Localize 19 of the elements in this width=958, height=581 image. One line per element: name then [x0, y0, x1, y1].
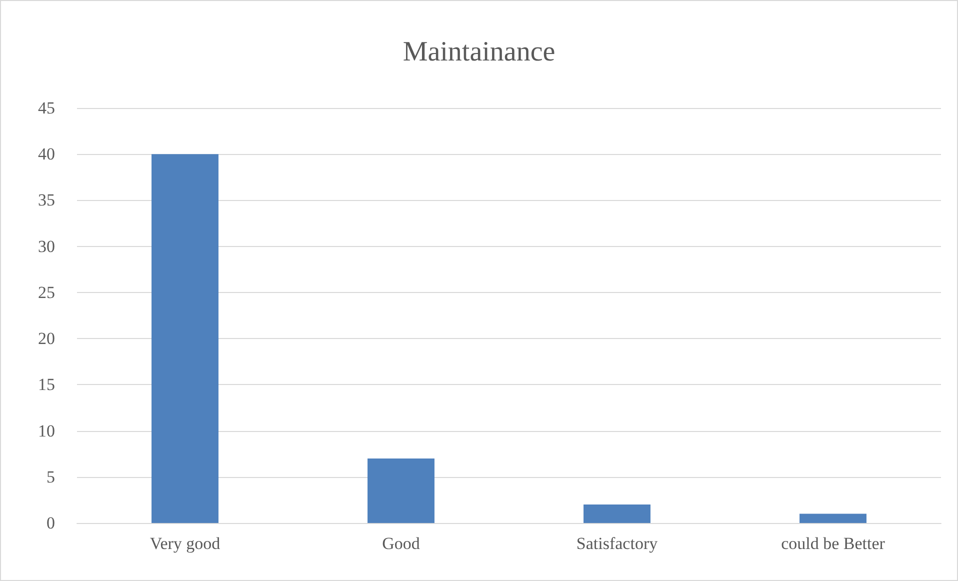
y-tick-label: 30	[38, 236, 55, 256]
y-tick-label: 25	[38, 282, 55, 302]
bar	[368, 458, 434, 523]
x-tick-label: could be Better	[781, 534, 886, 553]
x-tick-label: Satisfactory	[576, 534, 658, 553]
x-tick-label: Good	[382, 534, 420, 553]
x-tick-label: Very good	[150, 534, 221, 553]
y-tick-label: 10	[38, 421, 55, 440]
y-tick-label: 40	[38, 144, 55, 164]
y-tick-label: 0	[46, 514, 55, 532]
chart-title: Maintainance	[402, 36, 556, 68]
bar	[584, 504, 650, 523]
bar	[152, 154, 218, 523]
y-tick-label: 5	[46, 467, 55, 486]
y-tick-label: 45	[38, 98, 55, 118]
y-tick-label: 35	[38, 190, 55, 210]
bar	[800, 514, 866, 523]
y-tick-label: 15	[38, 375, 55, 394]
y-tick-label: 20	[38, 329, 55, 348]
